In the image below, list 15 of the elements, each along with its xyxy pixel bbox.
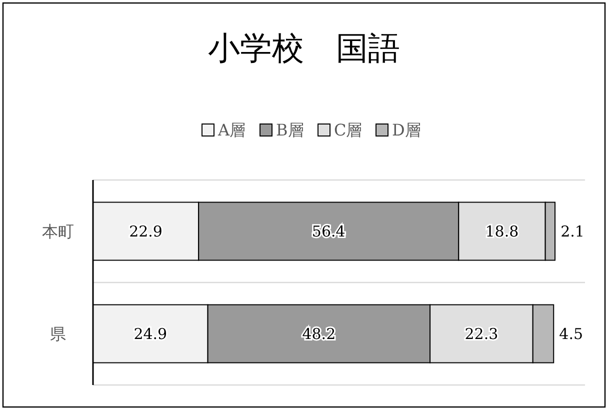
data-label: 4.5 bbox=[559, 324, 584, 343]
y-tick-label: 本町 bbox=[42, 222, 74, 241]
data-label: 56.4 bbox=[312, 222, 346, 240]
data-label: 24.9 bbox=[134, 324, 168, 343]
legend-label: C層 bbox=[334, 120, 362, 140]
data-label: 2.1 bbox=[560, 222, 584, 240]
data-label: 48.2 bbox=[302, 324, 336, 343]
legend-label: D層 bbox=[392, 120, 421, 140]
legend-label: A層 bbox=[217, 120, 246, 140]
title: 小学校 国語 bbox=[208, 29, 400, 67]
legend-label: B層 bbox=[276, 120, 304, 140]
y-tick-label: 県 bbox=[50, 324, 66, 344]
data-label: 22.9 bbox=[129, 222, 162, 240]
data-label: 22.3 bbox=[464, 324, 498, 343]
data-label: 18.8 bbox=[485, 222, 519, 240]
